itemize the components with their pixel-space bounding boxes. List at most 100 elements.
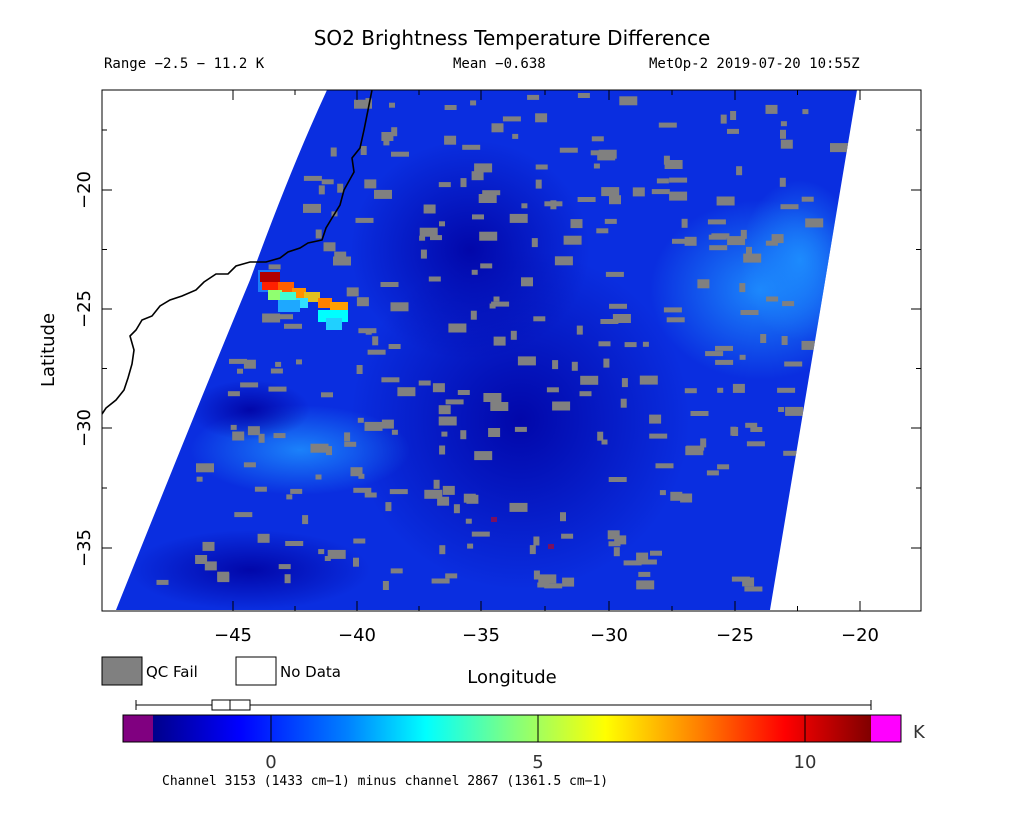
qc-fail-pixel xyxy=(321,179,334,185)
qc-fail-pixel xyxy=(562,577,575,587)
qc-fail-pixel xyxy=(743,253,762,263)
qc-fail-pixel xyxy=(258,433,265,443)
qc-fail-pixel xyxy=(514,426,527,432)
qc-fail-pixel xyxy=(638,559,657,565)
x-axis-label: Longitude xyxy=(467,667,557,688)
qc-fail-pixel xyxy=(442,485,455,495)
qc-fail-pixel xyxy=(240,382,259,388)
qc-fail-pixel xyxy=(217,571,230,581)
data-swath xyxy=(116,90,857,610)
qc-fail-pixel xyxy=(680,493,693,503)
qc-fail-pixel xyxy=(580,375,599,385)
qc-fail-pixel xyxy=(491,123,504,133)
qc-fail-pixel xyxy=(590,150,603,156)
colorbar-over xyxy=(871,715,901,742)
satellite-time-label: MetOp-2 2019-07-20 10:55Z xyxy=(649,56,860,72)
x-tick-label: −25 xyxy=(716,625,754,646)
qc-fail-pixel xyxy=(354,99,372,109)
qc-fail-pixel xyxy=(273,433,286,439)
qc-fail-pixel xyxy=(474,163,493,173)
qc-fail-pixel xyxy=(357,417,364,423)
qc-fail-pixel xyxy=(358,473,365,479)
qc-fail-pixel xyxy=(732,383,745,393)
qc-fail-pixel xyxy=(432,383,445,393)
x-tick-label: −35 xyxy=(462,625,500,646)
qc-fail-pixel xyxy=(296,359,302,365)
qc-fail-swatch xyxy=(101,656,143,686)
qc-fail-pixel xyxy=(285,541,304,546)
qc-fail-pixel xyxy=(593,163,600,169)
qc-fail-pixels xyxy=(156,93,848,592)
qc-fail-pixel xyxy=(471,171,484,181)
chart-title: SO2 Brightness Temperature Difference xyxy=(313,26,711,50)
qc-fail-pixel xyxy=(202,541,215,551)
qc-fail-pixel xyxy=(744,586,763,592)
qc-fail-pixel xyxy=(318,549,325,555)
qc-fail-pixel xyxy=(353,538,366,544)
qc-fail-pixel xyxy=(444,105,457,110)
qc-fail-pixel xyxy=(290,488,303,494)
qc-fail-pixel xyxy=(684,388,697,394)
qc-fail-pixel xyxy=(419,227,438,237)
qc-fail-pixel xyxy=(601,439,608,445)
mean-label: Mean −0.638 xyxy=(453,56,546,72)
qc-fail-pixel xyxy=(739,354,746,360)
qc-fail-pixel xyxy=(380,282,399,287)
qc-fail-pixel xyxy=(284,574,291,584)
qc-fail-pixel xyxy=(621,378,628,388)
qc-fail-pixel xyxy=(268,386,287,392)
axis-ticks xyxy=(102,90,921,611)
qc-fail-pixel xyxy=(559,147,578,153)
qc-fail-pixel xyxy=(512,133,519,139)
qc-fail-pixel xyxy=(419,235,426,241)
qc-fail-pixel xyxy=(778,407,785,412)
qc-fail-pixel xyxy=(383,140,390,146)
qc-fail-pixel xyxy=(650,550,662,556)
qc-fail-pixel xyxy=(391,127,398,137)
qc-fail-pixel xyxy=(571,361,578,371)
qc-fail-pixel xyxy=(533,536,540,546)
qc-fail-pixel xyxy=(732,427,739,436)
qc-fail-pixel xyxy=(424,489,443,499)
qc-fail-pixel xyxy=(577,197,596,202)
colorbar-tick: 10 xyxy=(794,752,817,773)
qc-fail-pixel xyxy=(614,535,627,545)
qc-fail-pixel xyxy=(381,377,400,383)
x-tick-label: −40 xyxy=(338,625,376,646)
qc-fail-pixel xyxy=(353,487,372,493)
qc-fail-pixel xyxy=(247,426,260,436)
qc-fail-pixel xyxy=(782,301,795,307)
qc-fail-pixel xyxy=(579,391,592,397)
qc-fail-pixel xyxy=(613,547,620,557)
y-axis-label: Latitude xyxy=(38,313,59,387)
qc-fail-pixel xyxy=(374,189,392,199)
qc-fail-pixel xyxy=(636,580,655,590)
qc-fail-pixel xyxy=(453,504,460,514)
qc-fail-pixel xyxy=(303,175,322,181)
qc-fail-pixel xyxy=(742,577,755,587)
qc-fail-pixel xyxy=(303,203,321,213)
colorbar-unit: K xyxy=(913,722,926,743)
qc-fail-pixel xyxy=(195,555,208,564)
qc-fail-pixel xyxy=(467,543,474,549)
qc-fail-pixel xyxy=(243,359,256,369)
qc-fail-pixel xyxy=(605,271,624,277)
qc-fail-pixel xyxy=(663,155,670,165)
qc-fail-pixel xyxy=(509,502,528,512)
qc-fail-pixel xyxy=(364,492,377,498)
qc-fail-pixel xyxy=(365,329,372,335)
qc-fail-pixel xyxy=(533,316,546,322)
qc-fail-pixel xyxy=(750,427,763,432)
qc-fail-pixel xyxy=(546,387,559,393)
qc-fail-pixel xyxy=(391,151,409,157)
colorbar-under xyxy=(123,715,153,742)
qc-fail-pixel xyxy=(243,462,256,468)
qc-fail-pixel xyxy=(830,143,848,153)
qc-fail-pixel xyxy=(262,313,281,323)
qc-fail-pixel xyxy=(550,200,557,210)
qc-fail-pixel xyxy=(766,296,779,302)
qc-fail-pixel xyxy=(669,177,688,183)
qc-fail-pixel xyxy=(437,496,450,506)
qc-fail-pixel xyxy=(234,512,253,518)
qc-fail-pixel xyxy=(700,438,707,448)
